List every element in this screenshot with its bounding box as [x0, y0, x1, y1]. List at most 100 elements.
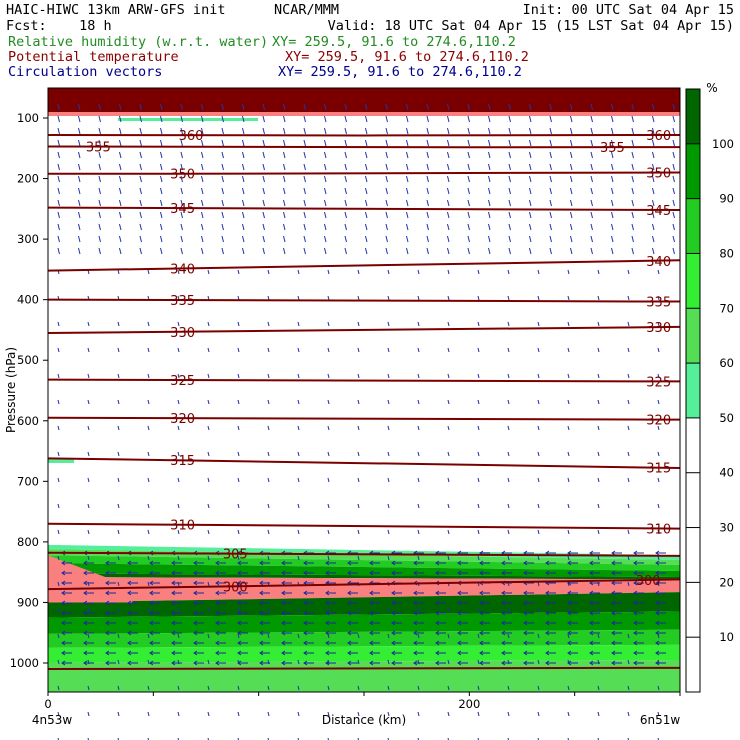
- vector-arrow: [631, 163, 634, 171]
- vector-arrowhead: [83, 560, 88, 566]
- vector-arrow: [57, 659, 60, 665]
- vector-arrow: [365, 199, 368, 207]
- vector-arrow: [87, 633, 90, 639]
- vector-arrowhead: [259, 600, 264, 606]
- vector-arrow: [417, 347, 420, 353]
- vector-arrow: [477, 711, 480, 717]
- vector-arrowhead: [479, 660, 484, 666]
- vector-arrow: [631, 151, 634, 159]
- circulation-vectors: [57, 103, 675, 740]
- vector-arrow: [590, 187, 593, 195]
- vector-arrow: [508, 115, 511, 123]
- vector-arrowhead: [567, 650, 572, 656]
- vector-arrowhead: [523, 560, 528, 566]
- vector-arrow: [627, 451, 630, 457]
- vector-arrow: [477, 503, 480, 509]
- vector-arrowhead: [215, 570, 220, 576]
- vector-arrow: [139, 103, 142, 111]
- vector-arrow: [365, 127, 368, 135]
- vector-arrow: [117, 555, 120, 561]
- theta-label-350: 350: [646, 167, 671, 182]
- vector-arrowhead: [413, 610, 418, 616]
- vector-arrow: [652, 127, 655, 135]
- vector-arrowhead: [61, 570, 66, 576]
- vector-arrowhead: [413, 590, 418, 596]
- vector-arrow: [237, 685, 240, 691]
- vector-arrowhead: [347, 660, 352, 666]
- vector-arrow: [344, 127, 347, 135]
- vector-arrow: [537, 399, 540, 405]
- vector-arrow: [426, 175, 429, 183]
- vector-arrowhead: [633, 590, 638, 596]
- vector-arrowhead: [633, 640, 638, 646]
- theta-contour-315: [47, 457, 681, 470]
- vector-arrow: [98, 235, 101, 243]
- theta-label-325: 325: [170, 374, 195, 389]
- vector-arrow: [417, 607, 420, 613]
- vector-arrow: [242, 199, 245, 207]
- theta-contour-355: [47, 145, 681, 149]
- vector-arrow: [327, 295, 330, 301]
- vector-arrow: [57, 555, 60, 561]
- vector-arrow: [426, 211, 429, 219]
- vector-arrowhead: [149, 640, 154, 646]
- vector-arrow: [657, 711, 660, 717]
- vector-arrow: [297, 529, 300, 535]
- vector-arrowhead: [479, 590, 484, 596]
- vector-arrow: [262, 127, 265, 135]
- vector-arrow: [221, 127, 224, 135]
- vector-arrow: [324, 139, 327, 147]
- vector-arrowhead: [171, 570, 176, 576]
- theta-label-330: 330: [646, 321, 671, 336]
- vector-arrowhead: [237, 660, 242, 666]
- vector-arrow: [590, 115, 593, 123]
- vector-arrowhead: [501, 640, 506, 646]
- vector-arrow: [657, 425, 660, 431]
- vector-arrow: [119, 199, 122, 207]
- vector-arrowhead: [501, 610, 506, 616]
- vector-arrow: [242, 115, 245, 123]
- vector-arrow: [283, 127, 286, 135]
- vector-arrowhead: [589, 600, 594, 606]
- vector-arrow: [324, 151, 327, 159]
- vector-arrow: [672, 187, 675, 195]
- vector-arrow: [447, 555, 450, 561]
- vector-arrow: [652, 247, 655, 255]
- vector-arrowhead: [457, 570, 462, 576]
- rh-band-60-low: [48, 659, 680, 694]
- colorbar-tick-label: 70: [719, 301, 734, 315]
- colorbar-white: [686, 417, 700, 692]
- vector-arrow: [267, 451, 270, 457]
- vector-arrow: [385, 211, 388, 219]
- vector-arrow: [221, 211, 224, 219]
- vector-arrow: [221, 175, 224, 183]
- vector-arrow: [57, 477, 60, 483]
- vector-arrow: [344, 187, 347, 195]
- vector-arrow: [139, 199, 142, 207]
- vector-arrow: [201, 247, 204, 255]
- vector-arrow: [672, 163, 675, 171]
- vector-arrow: [447, 175, 450, 183]
- vector-arrow: [387, 711, 390, 717]
- vector-arrowhead: [325, 610, 330, 616]
- y-tick-label: 400: [17, 293, 39, 307]
- vector-arrow: [597, 477, 600, 483]
- vector-arrow: [426, 235, 429, 243]
- vector-arrow: [507, 451, 510, 457]
- vector-arrowhead: [83, 650, 88, 656]
- vector-arrow: [477, 373, 480, 379]
- vector-arrowhead: [127, 590, 132, 596]
- vector-arrow: [324, 187, 327, 195]
- vector-arrowhead: [105, 560, 110, 566]
- vector-arrow: [139, 139, 142, 147]
- vector-arrowhead: [567, 620, 572, 626]
- vector-arrow: [549, 127, 552, 135]
- vector-arrow: [221, 163, 224, 171]
- vector-arrow: [627, 581, 630, 587]
- vector-arrow: [447, 607, 450, 613]
- vector-arrowhead: [435, 570, 440, 576]
- vector-arrow: [406, 223, 409, 231]
- vector-arrowhead: [149, 630, 154, 636]
- theta-label-315: 315: [170, 454, 195, 469]
- vector-arrow: [180, 163, 183, 171]
